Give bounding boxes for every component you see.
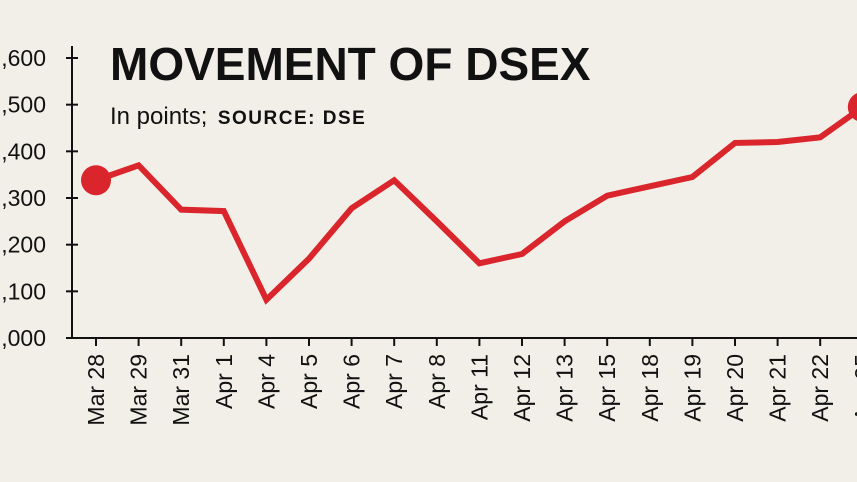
x-tick-label: Apr 22 <box>807 354 833 422</box>
y-tick-label: ,300 <box>1 185 46 211</box>
endpoint-marker <box>81 165 111 196</box>
x-tick-label: Apr 12 <box>509 354 535 422</box>
x-tick-label: Apr 6 <box>339 354 365 409</box>
chart-subtitle: In points; SOURCE: DSE <box>110 103 366 130</box>
subtitle-source: SOURCE: DSE <box>218 108 366 129</box>
series-line <box>95 107 857 305</box>
plot-area <box>81 93 857 305</box>
y-tick-label: ,200 <box>1 232 46 258</box>
x-tick-label: Apr 1 <box>211 354 237 409</box>
x-tick-label: Apr 13 <box>552 354 578 422</box>
x-tick-label: Apr 11 <box>466 354 492 420</box>
y-tick-label: ,400 <box>1 138 46 164</box>
x-tick-label: Apr 21 <box>765 354 791 422</box>
y-tick-label: ,600 <box>1 45 46 71</box>
x-axis: Mar 28 Mar 29 Mar 31 Apr 1 Apr 4 Apr 5 Apr 6 Ap… <box>72 337 857 426</box>
x-tick-label: Apr 20 <box>722 354 748 422</box>
x-tick-label: Apr 18 <box>637 354 663 422</box>
x-tick-label: Apr 4 <box>253 354 279 409</box>
y-tick-label: ,500 <box>1 92 46 118</box>
x-tick-label: Mar 31 <box>168 354 194 426</box>
y-axis: ,000 ,100 ,200 ,300 ,400 ,500 ,600 <box>1 45 78 351</box>
x-tick-label: Apr 19 <box>679 354 705 422</box>
x-tick-label: Mar 28 <box>83 354 109 426</box>
y-tick-label: ,100 <box>1 278 46 304</box>
chart-title: MOVEMENT OF DSEX <box>110 38 591 90</box>
x-tick-label: Apr 5 <box>296 354 322 409</box>
x-tick-label: Mar 29 <box>126 354 152 426</box>
x-tick-label: Apr 25 <box>850 354 857 422</box>
subtitle-prefix: In points; <box>110 103 207 130</box>
y-tick-label: ,000 <box>1 325 46 351</box>
x-tick-label: Apr 15 <box>594 354 620 422</box>
endpoint-marker <box>847 93 857 121</box>
x-tick-label: Apr 8 <box>424 354 450 409</box>
x-tick-label: Apr 7 <box>381 354 407 409</box>
